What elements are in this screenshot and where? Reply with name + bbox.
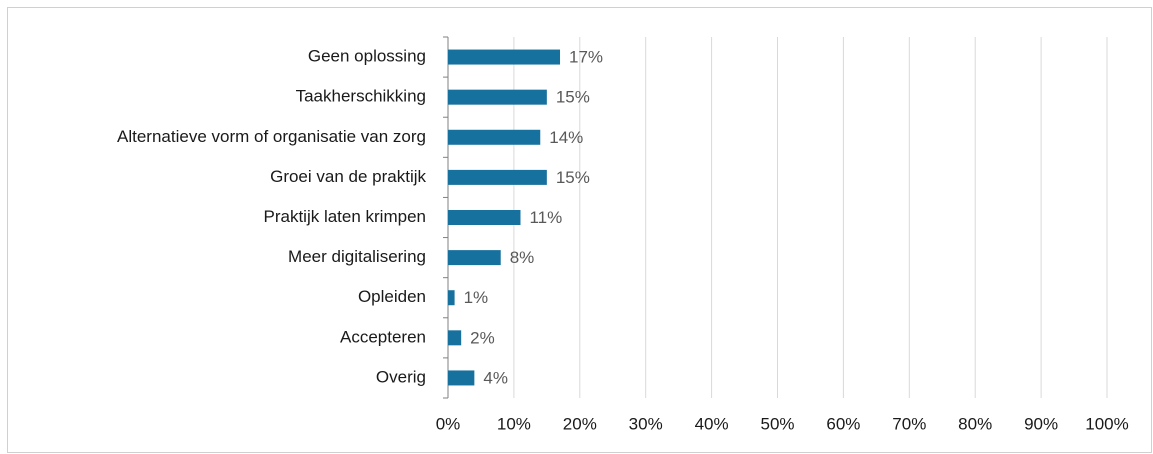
- x-tick-label: 50%: [760, 414, 794, 433]
- value-label: 4%: [483, 368, 508, 387]
- category-label: Taakherschikking: [296, 87, 426, 106]
- x-tick-label: 80%: [958, 414, 992, 433]
- bar: [448, 129, 541, 145]
- category-label: Praktijk laten krimpen: [263, 207, 426, 226]
- category-label: Overig: [376, 367, 426, 386]
- value-label: 2%: [470, 328, 495, 347]
- value-label: 1%: [464, 288, 489, 307]
- x-tick-label: 20%: [563, 414, 597, 433]
- value-label: 15%: [556, 168, 590, 187]
- x-tick-label: 70%: [892, 414, 926, 433]
- category-label: Geen oplossing: [308, 47, 426, 66]
- x-tick-label: 0%: [436, 414, 461, 433]
- bar: [448, 210, 521, 225]
- x-tick-label: 30%: [629, 414, 663, 433]
- bar: [448, 330, 462, 346]
- x-tick-label: 90%: [1024, 414, 1058, 433]
- bar: [448, 49, 561, 65]
- category-label: Meer digitalisering: [288, 247, 426, 266]
- category-label: Opleiden: [358, 287, 426, 306]
- bar: [448, 250, 501, 266]
- x-tick-label: 60%: [826, 414, 860, 433]
- bar: [448, 89, 547, 105]
- value-label: 8%: [510, 248, 535, 267]
- bar: [448, 169, 547, 185]
- category-label: Alternatieve vorm of organisatie van zor…: [117, 127, 426, 146]
- category-label: Accepteren: [340, 327, 426, 346]
- x-tick-label: 10%: [497, 414, 531, 433]
- x-tick-label: 100%: [1085, 414, 1128, 433]
- x-tick-label: 40%: [695, 414, 729, 433]
- value-label: 11%: [529, 208, 562, 227]
- bar: [448, 370, 475, 386]
- value-label: 14%: [549, 128, 583, 147]
- bar: [448, 290, 455, 306]
- value-label: 17%: [569, 48, 603, 67]
- category-label: Groei van de praktijk: [270, 167, 426, 186]
- value-label: 15%: [556, 88, 590, 107]
